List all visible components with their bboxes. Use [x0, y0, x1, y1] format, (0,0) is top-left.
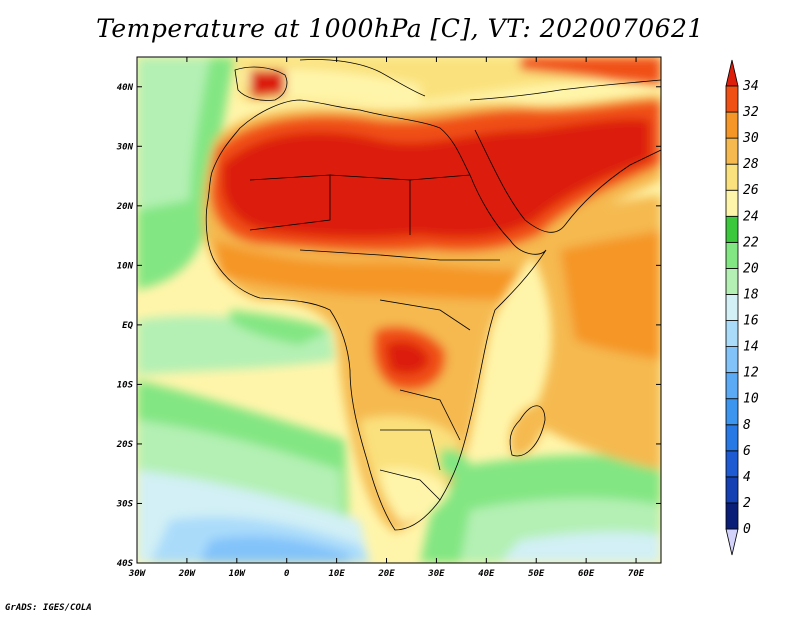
colorbar-label: 16 — [743, 314, 759, 329]
colorbar-label: 14 — [743, 340, 759, 355]
lat-tick-label: 40S — [117, 559, 134, 569]
lat-tick-label: 30N — [116, 142, 134, 152]
colorbar-label: 34 — [742, 79, 759, 94]
colorbar-high-arrow — [725, 59, 739, 87]
lat-tick-label: 40N — [117, 83, 134, 93]
colorbar-box — [725, 502, 739, 530]
colorbar-label: 32 — [742, 105, 759, 120]
colorbar-box — [725, 111, 739, 139]
colorbar-label: 2 — [743, 496, 751, 511]
colorbar-label: 12 — [743, 366, 759, 381]
colorbar-box — [725, 215, 739, 243]
grads-credit: GrADS: IGES/COLA — [5, 603, 92, 613]
colorbar-box — [725, 189, 739, 217]
colorbar-box — [725, 241, 739, 269]
lon-tick-label: 30E — [427, 569, 445, 579]
colorbar-box — [725, 85, 739, 113]
colorbar-label: 10 — [743, 392, 759, 407]
colorbar-box — [725, 346, 739, 374]
colorbar-box — [725, 137, 739, 165]
longitude-axis: 30W 20W 10W 0 10E 20E 30E 40E 50E 60E 70E — [128, 57, 645, 579]
lat-tick-label: 20S — [116, 440, 134, 450]
colorbar-box — [725, 450, 739, 478]
colorbar-box — [725, 268, 739, 295]
coastlines — [205, 59, 661, 531]
colorbar-box — [725, 476, 739, 504]
lat-tick-label: 20N — [116, 202, 134, 212]
colorbar-label: 6 — [743, 444, 751, 459]
lon-tick-label: 10W — [229, 569, 247, 579]
lon-tick-label: 20W — [178, 569, 197, 579]
lat-tick-label: 30S — [116, 499, 134, 509]
temperature-field — [137, 57, 661, 563]
latitude-axis: 40N 30N 20N 10N EQ 10S 20S 30S 40S — [116, 83, 661, 569]
colorbar-box — [725, 320, 739, 347]
colorbar-label: 0 — [743, 522, 751, 537]
colorbar-low-arrow — [725, 528, 739, 556]
lon-tick-label: 0 — [284, 569, 290, 579]
lon-tick-label: 30W — [128, 569, 147, 579]
colorbar-box — [725, 163, 739, 191]
colorbar-label: 30 — [742, 131, 759, 146]
colorbar-label: 24 — [743, 209, 759, 224]
colorbar-label: 4 — [743, 470, 751, 485]
lat-tick-label: 10S — [117, 380, 134, 390]
lon-tick-label: 20E — [377, 569, 395, 579]
colorbar-label: 8 — [743, 418, 751, 433]
lon-tick-label: 10E — [328, 569, 345, 579]
colorbar-box — [725, 294, 739, 321]
lat-tick-label: 10N — [117, 261, 134, 271]
map-title: Temperature at 1000hPa [C], VT: 20200706… — [96, 14, 704, 43]
colorbar-label: 22 — [743, 235, 759, 250]
colorbar-box — [725, 424, 739, 452]
lon-tick-label: 40E — [478, 569, 495, 579]
lon-tick-label: 50E — [528, 569, 545, 579]
lon-tick-label: 70E — [628, 569, 645, 579]
lat-tick-label: EQ — [122, 321, 133, 331]
colorbar-label: 26 — [743, 183, 759, 198]
colorbar-label: 28 — [743, 157, 759, 172]
colorbar-label: 20 — [743, 261, 759, 276]
colorbar-box — [725, 398, 739, 426]
lon-tick-label: 60E — [578, 569, 595, 579]
colorbar-box — [725, 372, 739, 400]
colorbar-label: 18 — [743, 287, 759, 302]
plot-frame — [136, 56, 662, 564]
